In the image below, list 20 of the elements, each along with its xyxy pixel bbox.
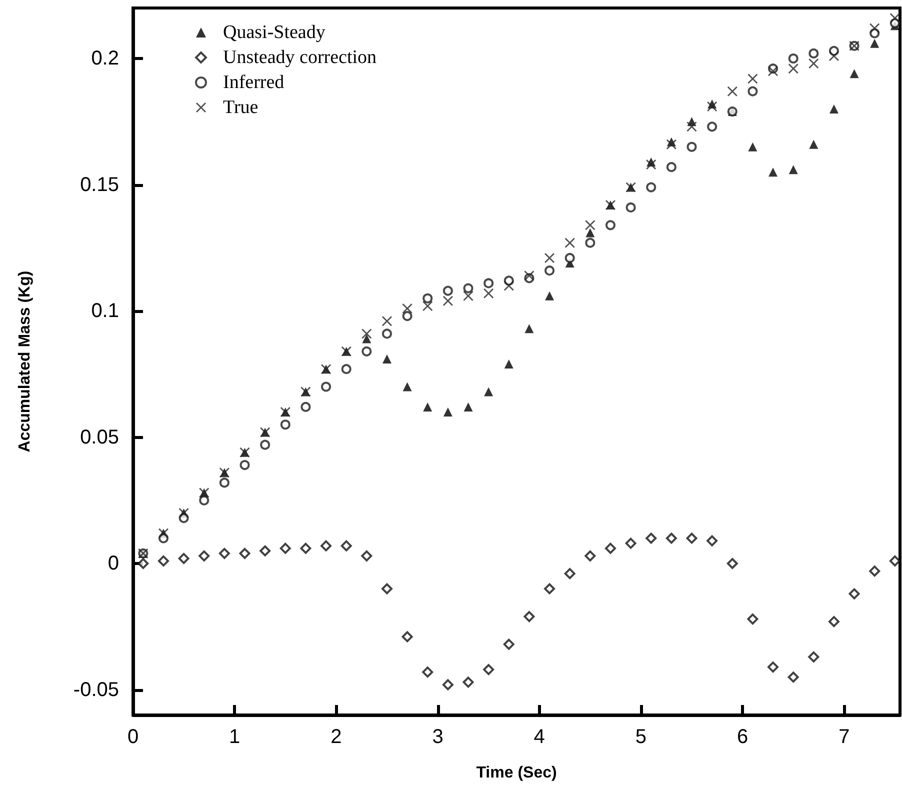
legend-label: True bbox=[223, 97, 258, 118]
x-tick-label: 5 bbox=[635, 726, 647, 748]
y-tick-label: 0.2 bbox=[91, 48, 119, 70]
legend-label: Unsteady correction bbox=[223, 47, 378, 68]
x-tick-label: 6 bbox=[736, 726, 748, 748]
legend-label: Quasi-Steady bbox=[223, 22, 326, 43]
y-tick-label: -0.05 bbox=[73, 678, 119, 701]
y-tick-label: 0 bbox=[108, 552, 119, 574]
x-axis-title: Time (Sec) bbox=[476, 764, 557, 782]
y-tick-label: 0.1 bbox=[91, 300, 119, 322]
x-tick-label: 0 bbox=[127, 726, 139, 748]
y-axis-title: Accumulated Mass (Kg) bbox=[16, 270, 34, 452]
x-tick-label: 3 bbox=[432, 726, 444, 748]
y-tick-label: 0.05 bbox=[80, 426, 119, 448]
legend-label: Inferred bbox=[223, 72, 285, 93]
x-tick-label: 7 bbox=[838, 726, 850, 748]
x-tick-label: 2 bbox=[330, 726, 342, 748]
x-tick-label: 4 bbox=[534, 726, 545, 748]
y-tick-label: 0.15 bbox=[80, 174, 119, 196]
x-tick-label: 1 bbox=[229, 726, 240, 748]
